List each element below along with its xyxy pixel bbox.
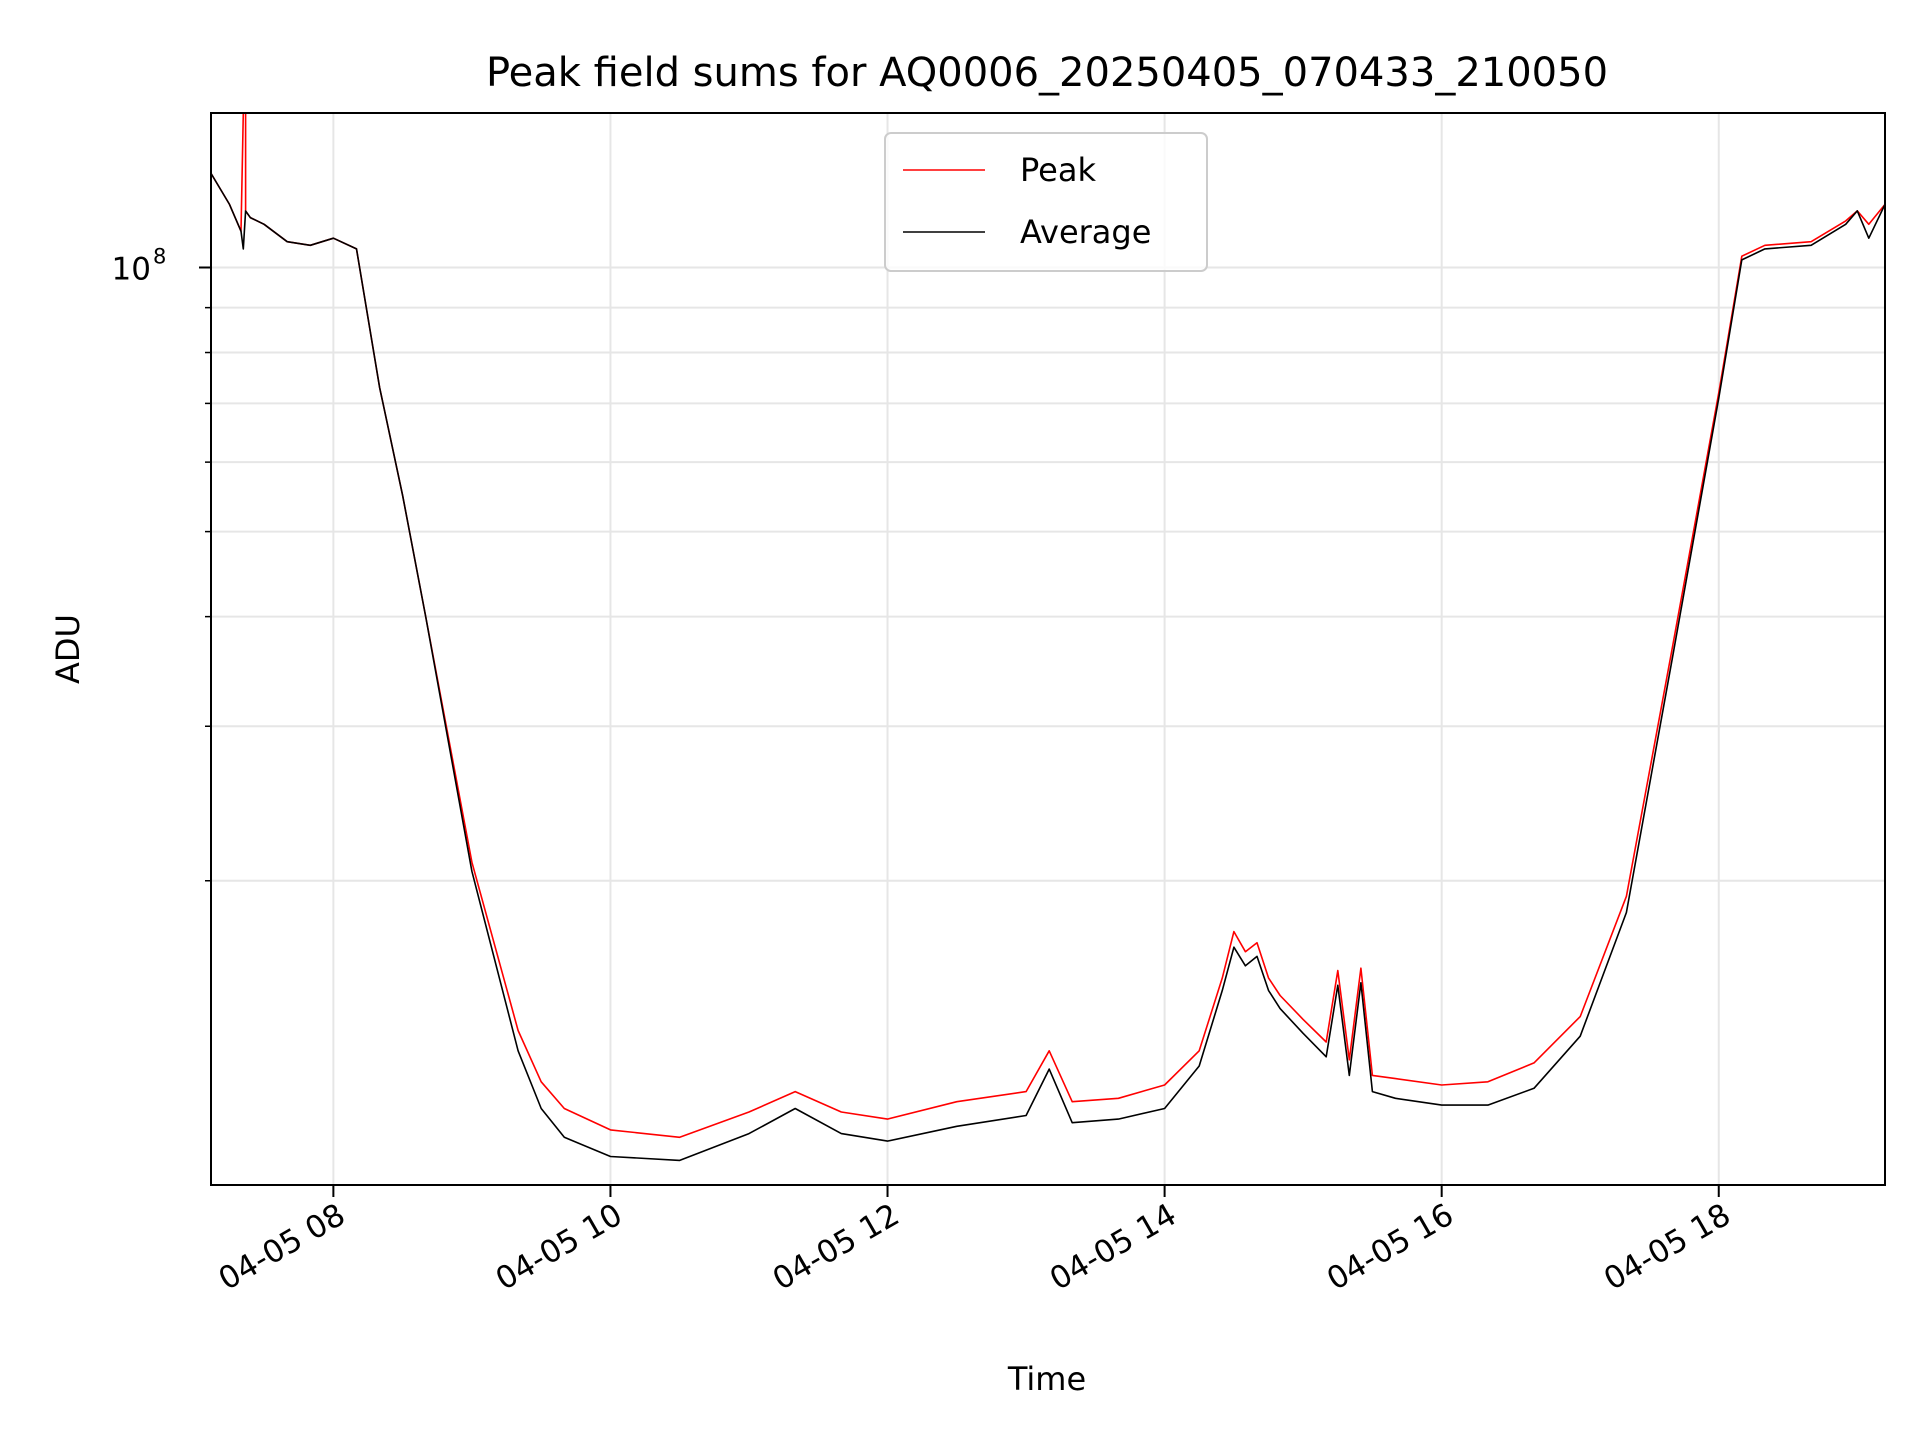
x-axis-label: Time: [1007, 1360, 1086, 1398]
series-layer: [210, 112, 1886, 1162]
plot-frame: [210, 112, 1886, 1186]
series-line-average: [210, 172, 1886, 1162]
legend-box: [884, 132, 1208, 272]
y-axis-ticks: 10 8: [112, 244, 211, 882]
y-tick-label-exponent: 8: [153, 244, 166, 268]
legend-label-average: Average: [1020, 213, 1151, 251]
y-tick-label: 10: [112, 251, 151, 287]
legend: Peak Average: [884, 132, 1208, 272]
legend-label-peak: Peak: [1020, 151, 1096, 189]
y-axis-label: ADU: [49, 614, 87, 684]
chart-title: Peak field sums for AQ0006_20250405_0704…: [486, 50, 1608, 96]
